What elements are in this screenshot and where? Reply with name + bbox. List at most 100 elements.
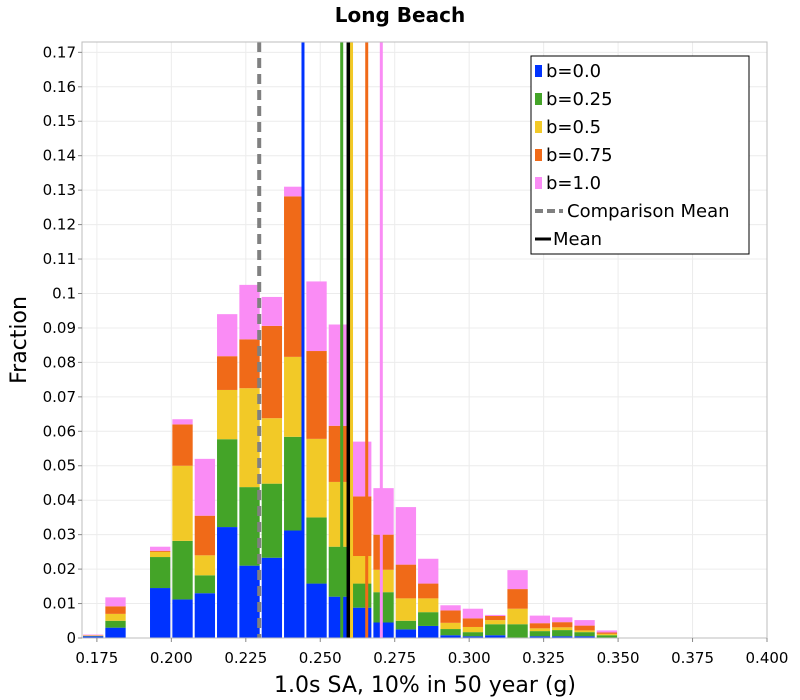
bar-segment-b=1.0: [552, 617, 573, 623]
y-tick-label: 0.02: [43, 560, 76, 578]
bar-segment-b=1.0: [574, 620, 595, 626]
bar-segment-b=0.25: [418, 612, 439, 626]
bar-segment-b=0.0: [440, 635, 461, 638]
bar-segment-b=0.5: [194, 555, 216, 576]
bar-segment-b=0.75: [217, 356, 238, 390]
bar-segment-b=0.75: [574, 625, 595, 631]
bar-segment-b=0.75: [239, 339, 260, 389]
bar-segment-b=0.0: [552, 636, 573, 638]
bar-segment-b=0.5: [217, 389, 238, 440]
bars: [83, 186, 618, 638]
bar-segment-b=0.75: [351, 496, 372, 557]
bar-segment-b=1.0: [306, 281, 327, 352]
bar-segment-b=0.0: [105, 627, 126, 638]
bar-segment-b=0.25: [552, 630, 573, 637]
y-tick-label: 0.04: [43, 491, 76, 509]
x-axis-ticks: 0.175 0.200 0.225 0.250 0.275 0.300 0.325 0.350…: [75, 638, 788, 667]
bar-segment-b=1.0: [261, 296, 283, 326]
y-tick-label: 0.15: [43, 112, 76, 130]
bar-segment-b=1.0: [284, 186, 305, 197]
legend-label: b=0.25: [546, 89, 613, 110]
x-tick-label: 0.200: [150, 649, 193, 667]
y-tick-label: 0.12: [43, 216, 76, 234]
bar-segment-b=0.75: [485, 615, 506, 621]
bar-segment-b=0.25: [194, 575, 216, 594]
bar-segment-b=0.0: [328, 596, 350, 638]
bar-segment-b=1.0: [172, 419, 193, 425]
bar-segment-b=0.5: [150, 551, 171, 558]
x-tick-label: 0.175: [75, 649, 118, 667]
legend-label: b=0.0: [546, 61, 601, 82]
legend-label: b=1.0: [546, 173, 601, 194]
bar-segment-b=0.0: [373, 622, 394, 638]
bar-segment-b=0.25: [351, 583, 372, 608]
y-tick-label: 0.09: [43, 319, 76, 337]
x-tick-label: 0.225: [224, 649, 267, 667]
x-tick-label: 0.400: [746, 649, 789, 667]
bar-segment-b=0.25: [395, 620, 417, 630]
y-axis-ticks: 0 0.01 0.02 0.03 0.04 0.05 0.06 0.07 0.08 0.09 0.1…: [43, 43, 82, 647]
bar-segment-b=0.5: [239, 388, 260, 488]
y-tick-label: 0: [66, 629, 76, 647]
bar-segment-b=0.75: [596, 632, 618, 634]
bar-segment-b=1.0: [418, 558, 439, 584]
bar-segment-b=0.75: [552, 622, 573, 628]
bar-segment-b=0.25: [529, 631, 551, 637]
bar-segment-b=0.25: [306, 517, 327, 584]
bar-segment-b=0.0: [351, 607, 372, 638]
mean-lines: [257, 42, 383, 638]
legend-swatch: [535, 93, 542, 105]
legend-swatch: [535, 121, 542, 133]
bar-segment-b=0.25: [440, 629, 461, 636]
bar-segment-b=0.0: [529, 636, 551, 638]
bar-segment-b=0.5: [596, 633, 618, 636]
bar-segment-b=0.25: [507, 624, 528, 638]
bar-segment-b=1.0: [507, 570, 528, 590]
y-tick-label: 0.17: [43, 43, 76, 61]
bar-segment-b=0.5: [418, 598, 439, 613]
y-tick-label: 0.16: [43, 78, 76, 96]
bar-segment-b=0.5: [373, 569, 394, 593]
bar-segment-b=1.0: [194, 458, 216, 516]
bar-segment-b=1.0: [328, 324, 350, 426]
bar-segment-b=1.0: [150, 546, 171, 551]
bar-segment-b=0.5: [105, 613, 126, 621]
bar-segment-b=0.0: [462, 636, 484, 638]
bar-segment-b=1.0: [239, 284, 260, 340]
bar-segment-b=0.25: [596, 635, 618, 638]
x-tick-label: 0.300: [448, 649, 491, 667]
bar-segment-b=1.0: [440, 605, 461, 611]
bar-segment-b=0.75: [172, 424, 193, 466]
bar-segment-b=0.75: [395, 564, 417, 599]
bar-segment-b=0.5: [552, 627, 573, 631]
bar-segment-b=0.0: [306, 583, 327, 638]
y-tick-label: 0.1: [52, 284, 76, 302]
bar-segment-b=0.0: [418, 625, 439, 638]
bar-segment-b=0.5: [284, 356, 305, 437]
bar-segment-b=0.0: [261, 557, 283, 638]
bar-segment-b=0.5: [351, 556, 372, 584]
bar-segment-b=0.25: [105, 620, 126, 628]
y-tick-label: 0.05: [43, 457, 76, 475]
bar-segment-b=1.0: [596, 630, 618, 633]
bar-segment-b=1.0: [105, 597, 126, 607]
legend-swatch: [535, 65, 542, 77]
bar-segment-b=0.75: [507, 589, 528, 609]
x-tick-label: 0.275: [373, 649, 416, 667]
bar-segment-b=0.75: [150, 550, 171, 552]
bar-segment-b=0.25: [574, 632, 595, 637]
y-tick-label: 0.13: [43, 181, 76, 199]
x-axis-label: 1.0s SA, 10% in 50 year (g): [274, 673, 576, 698]
bar-segment-b=1.0: [395, 507, 417, 565]
bar-segment-b=1.0: [83, 634, 104, 636]
bar-segment-b=0.5: [328, 481, 350, 547]
bar-segment-b=1.0: [217, 314, 238, 357]
bar-segment-b=0.25: [328, 546, 350, 597]
bar-segment-b=0.0: [83, 636, 104, 638]
bar-segment-b=0.75: [440, 610, 461, 623]
y-tick-label: 0.08: [43, 353, 76, 371]
legend-label: b=0.5: [546, 117, 601, 138]
bar-segment-b=0.25: [172, 540, 193, 600]
bar-segment-b=1.0: [462, 608, 484, 619]
